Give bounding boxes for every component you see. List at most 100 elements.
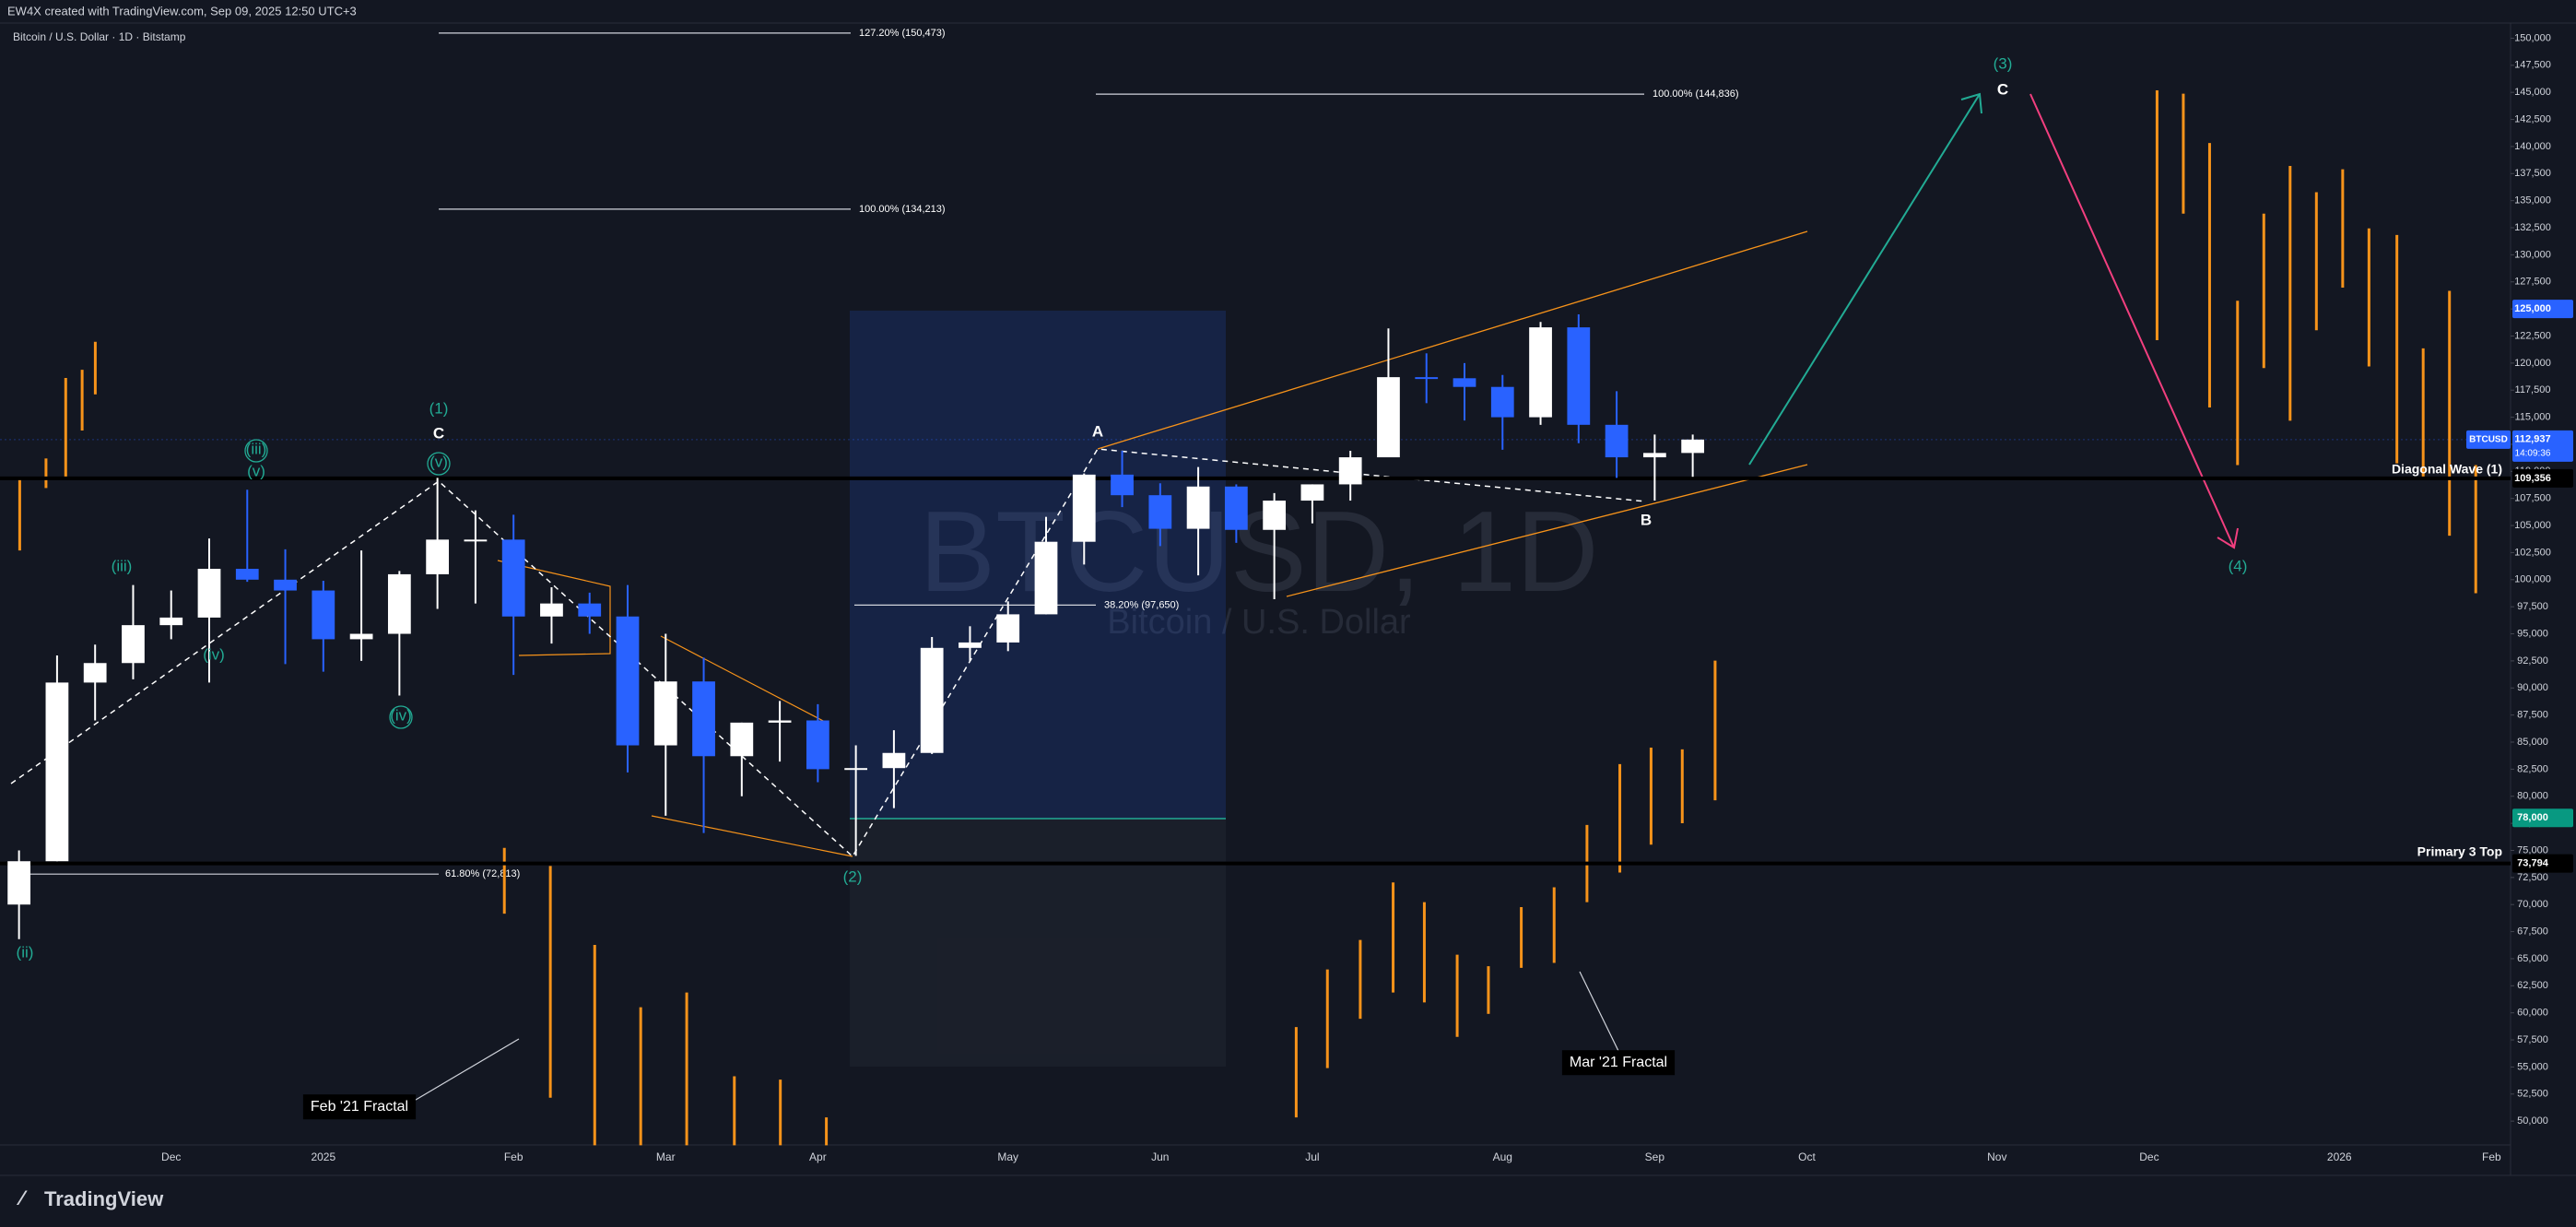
candle-body xyxy=(1681,439,1705,454)
candle-body xyxy=(197,569,221,618)
candle-body xyxy=(235,569,259,580)
candle-body xyxy=(540,603,563,617)
wave-circle xyxy=(427,452,451,476)
wedge-b xyxy=(660,635,828,724)
y-tick-label: 132,500 xyxy=(2514,222,2551,233)
x-tick-label: Oct xyxy=(1798,1150,1816,1163)
candle-body xyxy=(578,603,602,617)
candle-body xyxy=(882,752,906,769)
y-tick-label: 75,000 xyxy=(2517,844,2548,855)
candle-body xyxy=(464,539,488,542)
fib-label: 100.00% (134,213) xyxy=(859,204,946,215)
x-tick-label: 2026 xyxy=(2327,1150,2352,1163)
candle-body xyxy=(730,722,754,757)
candle-body xyxy=(7,861,31,905)
wave-label: (iii) xyxy=(112,557,133,574)
y-tick-label: 62,500 xyxy=(2517,980,2548,991)
candle-body xyxy=(45,682,69,862)
symbol-tag xyxy=(2466,430,2511,449)
y-tick-label: 130,000 xyxy=(2514,249,2551,260)
x-tick-label: Aug xyxy=(1493,1150,1512,1163)
wedge-c xyxy=(651,815,853,857)
y-tick-label: 52,500 xyxy=(2517,1089,2548,1100)
y-tick-label: 105,000 xyxy=(2514,520,2551,531)
candle-body xyxy=(501,539,525,617)
y-tick-label: 72,500 xyxy=(2517,872,2548,883)
y-tick-label: 55,000 xyxy=(2517,1061,2548,1072)
wave-label: A xyxy=(1092,422,1103,440)
candle-body xyxy=(806,720,829,770)
candle-body xyxy=(1529,327,1552,418)
candle-body xyxy=(159,617,183,626)
brand: TradingView xyxy=(44,1187,164,1210)
footer xyxy=(0,1175,2576,1227)
y-tick-label: 50,000 xyxy=(2517,1115,2548,1127)
y-tick-label: 145,000 xyxy=(2514,87,2551,98)
candle-body xyxy=(1224,486,1248,530)
arrow-up xyxy=(1748,93,1981,466)
wave-label: C xyxy=(433,424,444,442)
y-tick-label: 122,500 xyxy=(2514,330,2551,341)
y-tick-label: 92,500 xyxy=(2517,655,2548,667)
fib-label: 127.20% (150,473) xyxy=(859,28,946,39)
y-tick-label: 100,000 xyxy=(2514,574,2551,585)
x-tick-label: Dec xyxy=(2139,1150,2158,1163)
x-tick-label: Dec xyxy=(161,1150,181,1163)
channel-upper xyxy=(1097,230,1808,450)
wave-circle xyxy=(389,705,413,729)
wave-label: (iv) xyxy=(203,645,225,663)
fib-label: 61.80% (72,813) xyxy=(445,868,520,879)
y-tick-label: 70,000 xyxy=(2517,899,2548,910)
last-price-badge xyxy=(2512,430,2573,462)
y-tick-label: 137,500 xyxy=(2514,168,2551,179)
y-tick-label: 97,500 xyxy=(2517,601,2548,612)
y-tick-label: 80,000 xyxy=(2517,791,2548,802)
y-tick-label: 140,000 xyxy=(2514,141,2551,152)
x-tick-label: Feb xyxy=(504,1150,523,1163)
wave-label: Diagonal Wave (1) xyxy=(2392,462,2502,477)
x-tick-label: Apr xyxy=(809,1150,827,1163)
y-tick-label: 127,500 xyxy=(2514,277,2551,288)
y-tick-label: 60,000 xyxy=(2517,1008,2548,1019)
wave-label: (v) xyxy=(429,453,448,470)
candle-body xyxy=(1490,386,1514,418)
candle-body xyxy=(616,616,640,746)
candle-body xyxy=(768,720,792,723)
candle-body xyxy=(1034,541,1058,615)
y-tick-label: 87,500 xyxy=(2517,710,2548,721)
watermark-subtitle: Bitcoin / U.S. Dollar xyxy=(1107,603,1411,642)
x-tick-label: Jun xyxy=(1151,1150,1169,1163)
price-badge xyxy=(2512,300,2573,319)
wedge-a xyxy=(497,560,611,656)
y-tick-label: 90,000 xyxy=(2517,682,2548,693)
wave-label: C xyxy=(1997,80,2008,98)
arrow-down-head xyxy=(2217,527,2239,549)
x-tick-label: Nov xyxy=(1987,1150,2006,1163)
wave-label: (4) xyxy=(2229,557,2248,574)
candle-body xyxy=(844,768,868,771)
fractal-callout xyxy=(1579,971,1619,1052)
price-badge xyxy=(2512,854,2573,873)
fractal-label: Feb '21 Fractal xyxy=(311,1099,408,1115)
candle-body xyxy=(1605,424,1629,458)
y-tick-label: 82,500 xyxy=(2517,763,2548,774)
x-tick-label: May xyxy=(997,1150,1018,1163)
candle-body xyxy=(426,539,450,574)
drawings: 127.20% (150,473) 100.00% (134,213) 100.00… xyxy=(0,28,2511,1146)
arrow-up-head xyxy=(1960,92,1982,114)
fractal-label-box xyxy=(1561,1050,1676,1076)
y-tick-label: 142,500 xyxy=(2514,113,2551,124)
candle-body xyxy=(1186,486,1210,529)
candle-body xyxy=(349,633,373,640)
wave-label: (v) xyxy=(247,462,265,479)
chart-title: Bitcoin / U.S. Dollar · 1D · Bitstamp xyxy=(13,30,186,43)
y-tick-label: 102,500 xyxy=(2514,547,2551,558)
x-tick-label: Sep xyxy=(1645,1150,1665,1163)
fib-label: 100.00% (144,836) xyxy=(1653,88,1739,100)
candle-body xyxy=(959,642,982,648)
fractal-callout xyxy=(410,1038,520,1103)
wave-label: (iii) xyxy=(246,440,267,457)
y-tick-label: 150,000 xyxy=(2514,32,2551,43)
